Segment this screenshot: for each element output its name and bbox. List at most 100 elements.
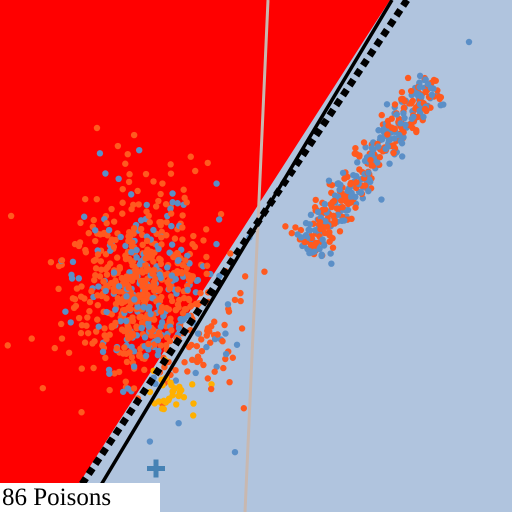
point bbox=[58, 335, 66, 342]
point bbox=[409, 124, 416, 132]
point bbox=[145, 323, 152, 330]
point bbox=[161, 363, 168, 371]
point bbox=[180, 186, 187, 193]
point bbox=[93, 195, 100, 203]
point bbox=[398, 153, 406, 160]
point bbox=[188, 356, 196, 364]
point bbox=[176, 383, 183, 391]
point bbox=[185, 296, 193, 304]
point bbox=[180, 394, 188, 401]
point bbox=[360, 139, 368, 146]
point bbox=[365, 169, 372, 176]
point bbox=[136, 146, 143, 154]
point bbox=[352, 144, 359, 152]
point bbox=[222, 355, 229, 363]
point bbox=[105, 226, 113, 234]
point bbox=[99, 342, 106, 349]
point bbox=[133, 254, 140, 261]
point bbox=[193, 342, 201, 350]
point bbox=[414, 92, 421, 99]
point bbox=[194, 276, 202, 284]
point bbox=[128, 205, 135, 213]
point bbox=[157, 190, 164, 198]
point bbox=[112, 300, 120, 308]
point bbox=[187, 277, 194, 285]
point bbox=[390, 149, 397, 157]
point bbox=[172, 366, 179, 374]
point bbox=[163, 219, 170, 226]
point bbox=[123, 358, 131, 366]
point bbox=[143, 201, 150, 209]
point bbox=[213, 240, 220, 248]
point bbox=[179, 224, 186, 231]
point bbox=[130, 225, 138, 232]
point bbox=[103, 295, 110, 302]
point bbox=[261, 268, 268, 275]
point bbox=[147, 310, 154, 318]
point bbox=[227, 250, 234, 257]
point bbox=[306, 221, 313, 228]
point bbox=[318, 251, 325, 258]
point bbox=[317, 225, 324, 233]
point bbox=[321, 200, 329, 208]
point bbox=[187, 153, 194, 160]
point bbox=[338, 217, 346, 225]
point bbox=[110, 243, 118, 251]
point bbox=[155, 197, 162, 205]
point bbox=[136, 261, 144, 268]
point bbox=[106, 386, 113, 394]
point bbox=[135, 201, 142, 208]
point bbox=[146, 219, 153, 226]
point bbox=[128, 354, 136, 361]
point bbox=[352, 204, 359, 211]
point bbox=[94, 301, 101, 309]
point bbox=[116, 265, 123, 272]
point bbox=[322, 218, 329, 225]
point bbox=[78, 409, 85, 416]
point bbox=[192, 369, 199, 377]
point bbox=[225, 308, 233, 315]
point bbox=[207, 339, 214, 346]
point bbox=[184, 286, 191, 294]
point bbox=[184, 368, 191, 375]
point bbox=[103, 308, 110, 316]
point bbox=[407, 87, 415, 95]
point bbox=[150, 226, 157, 234]
point bbox=[98, 266, 105, 273]
point bbox=[69, 258, 77, 266]
point bbox=[428, 91, 436, 99]
point bbox=[152, 203, 160, 210]
point bbox=[90, 216, 97, 224]
point bbox=[47, 258, 55, 266]
point bbox=[167, 379, 174, 386]
point bbox=[142, 170, 150, 178]
point bbox=[168, 297, 176, 305]
point bbox=[327, 250, 334, 257]
point bbox=[348, 190, 355, 197]
point bbox=[316, 218, 324, 226]
point bbox=[211, 368, 218, 375]
point bbox=[84, 329, 92, 337]
point bbox=[174, 200, 181, 207]
point bbox=[391, 135, 398, 142]
point bbox=[204, 159, 211, 167]
point bbox=[197, 289, 204, 297]
point bbox=[110, 218, 118, 225]
point bbox=[204, 325, 212, 332]
point bbox=[341, 175, 348, 182]
poison-count: 86 Poisons bbox=[2, 484, 111, 511]
point bbox=[139, 241, 146, 249]
point bbox=[182, 257, 189, 264]
point bbox=[122, 160, 129, 167]
point bbox=[338, 197, 345, 204]
point bbox=[398, 88, 406, 96]
point bbox=[413, 128, 420, 136]
point bbox=[204, 375, 212, 382]
point bbox=[215, 216, 223, 223]
point bbox=[84, 314, 91, 321]
point bbox=[343, 198, 350, 205]
point bbox=[226, 378, 233, 386]
point bbox=[311, 248, 318, 255]
point bbox=[440, 101, 447, 108]
point bbox=[339, 169, 347, 177]
